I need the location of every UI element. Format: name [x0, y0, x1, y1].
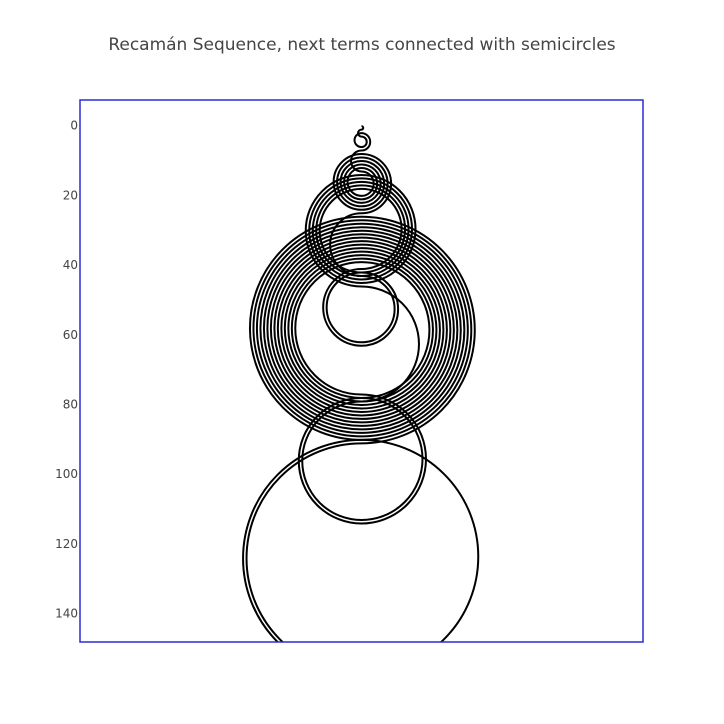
arc — [266, 233, 362, 424]
arc — [361, 271, 399, 347]
y-tick-label: 0 — [70, 119, 78, 133]
arc — [361, 135, 368, 149]
arc — [361, 226, 466, 434]
arc — [259, 226, 362, 431]
arc — [269, 236, 362, 420]
y-tick-label: 60 — [63, 328, 78, 342]
arc — [361, 215, 476, 445]
arc — [361, 125, 365, 131]
arc — [280, 247, 362, 410]
arc — [361, 250, 441, 410]
arc — [361, 156, 389, 211]
arc — [273, 240, 362, 417]
arc — [361, 254, 438, 406]
arc — [361, 180, 410, 278]
arc — [361, 229, 462, 431]
arc — [353, 132, 362, 149]
arc — [361, 219, 473, 441]
arc — [329, 212, 362, 278]
y-tick-label: 80 — [63, 397, 78, 411]
arc — [361, 247, 445, 413]
arc — [277, 243, 362, 413]
arc — [361, 243, 448, 417]
arc — [361, 236, 455, 424]
chart-title: Recamán Sequence, next terms connected w… — [108, 35, 615, 55]
arc — [325, 271, 362, 344]
y-tick-label: 120 — [55, 537, 78, 551]
arc — [318, 187, 362, 274]
arc — [361, 285, 420, 403]
y-tick-label: 140 — [55, 607, 78, 621]
arc — [284, 250, 362, 406]
arc — [287, 254, 362, 403]
arc — [346, 166, 362, 197]
arc — [361, 275, 396, 344]
arc — [361, 222, 469, 438]
arc — [248, 215, 362, 441]
arc — [336, 156, 362, 208]
arc — [262, 229, 362, 427]
y-tick-label: 20 — [63, 188, 78, 202]
arc — [361, 187, 403, 271]
arc — [361, 132, 372, 152]
arc — [361, 438, 480, 642]
arc — [361, 173, 417, 284]
plot-frame — [79, 99, 644, 643]
arc — [290, 257, 362, 400]
arc — [256, 222, 362, 434]
arc — [311, 180, 362, 281]
arc — [361, 233, 459, 427]
y-tick-label: 100 — [55, 467, 78, 481]
arc — [361, 163, 382, 204]
arc — [245, 442, 362, 642]
arcs — [241, 125, 480, 642]
arc — [241, 438, 362, 642]
arc — [252, 219, 362, 438]
arc — [361, 240, 452, 420]
y-tick-label: 40 — [63, 258, 78, 272]
arc — [350, 149, 362, 173]
arc — [361, 261, 431, 400]
arc — [294, 261, 362, 396]
arc — [361, 257, 434, 403]
